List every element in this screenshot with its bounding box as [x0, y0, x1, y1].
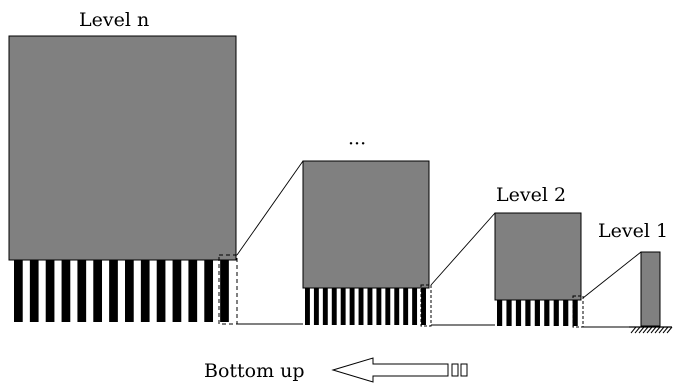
level-2-stripe: [506, 300, 512, 326]
bottom-up-arrow-icon: [331, 357, 449, 383]
level-2-label: Level 2: [496, 184, 566, 206]
ground-hatch-line: [634, 326, 641, 334]
level-n-stripe: [77, 260, 87, 322]
level-n-stripe: [140, 260, 150, 322]
level-ellipsis-stripe: [385, 288, 391, 325]
level-ellipsis-highlight-box: [420, 284, 432, 327]
level-n-stripe: [109, 260, 118, 322]
zoom-line-n-top: [236, 160, 304, 256]
level-2-stripe: [497, 300, 503, 326]
level-ellipsis-stripe: [305, 288, 310, 325]
level-ellipsis-stripe: [349, 288, 355, 325]
level-2-stripe: [534, 300, 540, 326]
level-ellipsis-stripe: [421, 288, 426, 325]
ground-hatch-line: [650, 326, 657, 334]
ground-hatch-line: [662, 326, 669, 334]
level-n-stripe: [61, 260, 71, 322]
level-ellipsis-stripe: [412, 288, 418, 325]
level-n-block: [8, 35, 237, 261]
level-2-block: [494, 212, 582, 301]
level-1-group: Level 1: [598, 220, 673, 334]
level-n-stripe: [204, 260, 214, 322]
level-n-stripes: [14, 260, 229, 322]
level-ellipsis-stripe: [367, 288, 373, 325]
zoom-line-e-top: [430, 212, 496, 286]
level-2-stripe: [572, 300, 578, 326]
level-n-stripe: [125, 260, 134, 322]
ground-hatch-line: [646, 326, 653, 334]
level-2-highlight-box: [572, 295, 584, 328]
level-n-stripe: [93, 260, 103, 322]
ellipsis-label: ···: [348, 133, 366, 155]
level-ellipsis-stripe: [322, 288, 328, 325]
level-ellipsis-stripe: [376, 288, 382, 325]
level-n-stripe: [29, 260, 39, 322]
level-2-stripe: [563, 300, 569, 326]
zoom-line-2-top: [582, 251, 642, 299]
level-ellipsis-group: ···: [302, 133, 432, 327]
level-n-stripe: [14, 260, 23, 322]
ground-hatch-line: [630, 326, 637, 334]
level-n-highlight-box: [218, 254, 238, 325]
ground-hatch-line: [658, 326, 665, 334]
level-n-stripe: [188, 260, 198, 322]
level-ellipsis-stripe: [313, 288, 319, 325]
level-n-stripe: [156, 260, 166, 322]
level-2-stripe: [525, 300, 531, 326]
level-ellipsis-stripe: [358, 288, 364, 325]
level-n-label: Level n: [79, 9, 149, 31]
ground-hatch-line: [638, 326, 645, 334]
level-2-stripes: [497, 300, 578, 326]
level-2-stripe: [553, 300, 559, 326]
bottom-up-group: Bottom up: [204, 357, 468, 383]
level-2-group: Level 2: [494, 184, 584, 328]
arrow-tail-box-1: [451, 363, 459, 377]
ground-hatch: [630, 326, 673, 334]
level-n-stripe: [45, 260, 55, 322]
level-ellipsis-stripe: [340, 288, 346, 325]
level-ellipsis-stripe: [403, 288, 409, 325]
ground-hatch-line: [642, 326, 649, 334]
bottom-up-label: Bottom up: [204, 360, 305, 382]
level-n-stripe: [172, 260, 182, 322]
level-ellipsis-stripe: [331, 288, 337, 325]
level-n-stripe: [220, 260, 229, 322]
arrow-tail-box-2: [460, 363, 468, 377]
level-2-stripe: [515, 300, 522, 326]
level-2-stripe: [544, 300, 550, 326]
ground-hatch-line: [654, 326, 661, 334]
level-n-group: Level n: [8, 9, 238, 325]
level-ellipsis-stripe: [394, 288, 400, 325]
level-1-block: [640, 251, 661, 327]
level-ellipsis-stripes: [305, 288, 426, 325]
level-1-label: Level 1: [598, 220, 668, 242]
level-ellipsis-block: [302, 160, 430, 289]
ground-hatch-line: [666, 326, 673, 334]
